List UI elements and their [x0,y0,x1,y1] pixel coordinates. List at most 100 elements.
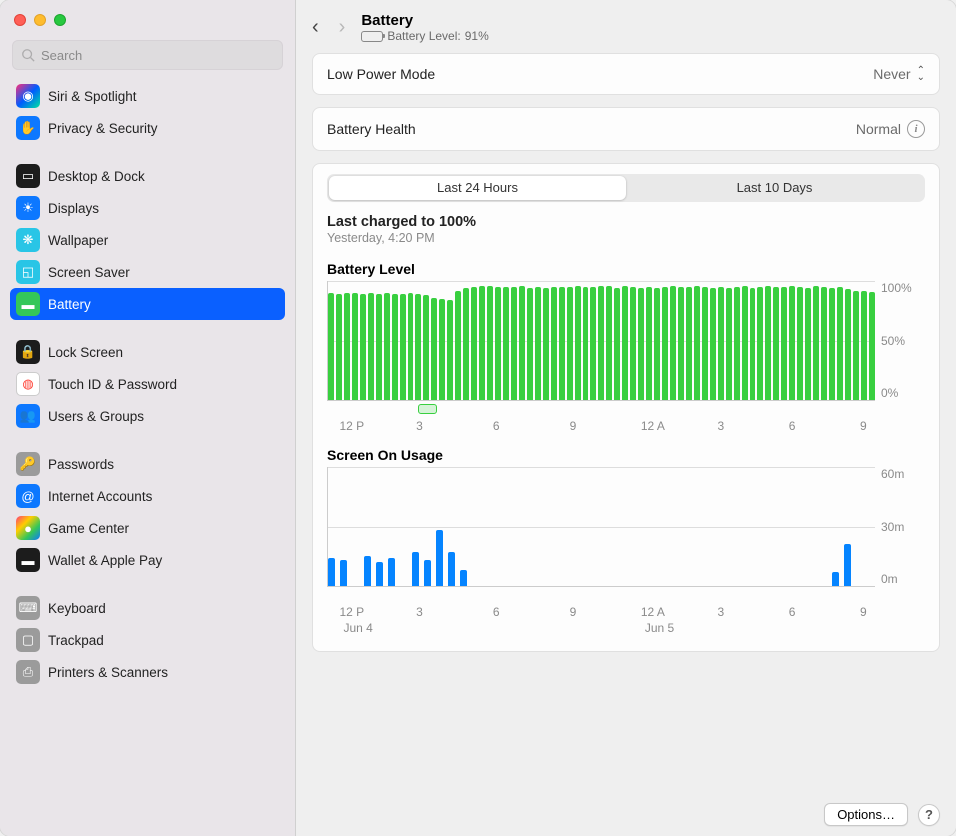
battery-bar [415,294,421,400]
fullscreen-button[interactable] [54,14,66,26]
sidebar-item-battery[interactable]: ▬Battery [10,288,285,320]
battery-bar [813,286,819,400]
battery-level-chart: 100%50%0% 12 P36912 A369 [327,281,875,419]
low-power-label: Low Power Mode [327,66,435,82]
topbar: ‹ › Battery Battery Level: 91% [296,0,956,53]
battery-bar [567,287,573,400]
info-icon[interactable]: i [907,120,925,138]
sidebar: ◉Siri & Spotlight✋Privacy & Security ▭Des… [0,0,296,836]
battery-bar [805,288,811,400]
close-button[interactable] [14,14,26,26]
battery-bar [757,287,763,400]
sidebar-item-game-center[interactable]: ●Game Center [10,512,285,544]
sidebar-item-displays[interactable]: ☀Displays [10,192,285,224]
minimize-button[interactable] [34,14,46,26]
battery-bar [479,286,485,400]
forward-button[interactable]: › [339,16,346,39]
battery-bar [829,288,835,400]
battery-bar [583,287,589,400]
battery-bar [376,294,382,400]
sidebar-icon: ▢ [16,628,40,652]
sidebar-item-label: Wallpaper [48,233,108,248]
sidebar-item-keyboard[interactable]: ⌨Keyboard [10,592,285,624]
page-subtitle: Battery Level: 91% [361,29,488,43]
sidebar-list: ◉Siri & Spotlight✋Privacy & Security ▭Des… [0,80,295,836]
sidebar-item-touch-id-password[interactable]: ◍Touch ID & Password [10,368,285,400]
search-input[interactable] [41,48,274,63]
battery-bar [837,287,843,400]
battery-bar [447,300,453,400]
sidebar-item-privacy-security[interactable]: ✋Privacy & Security [10,112,285,144]
sidebar-item-lock-screen[interactable]: 🔒Lock Screen [10,336,285,368]
search-field[interactable] [12,40,283,70]
sidebar-item-desktop-dock[interactable]: ▭Desktop & Dock [10,160,285,192]
battery-bar [646,287,652,400]
battery-health-label: Battery Health [327,121,416,137]
battery-bar [638,288,644,400]
sidebar-icon: ◍ [16,372,40,396]
sidebar-icon: ◉ [16,84,40,108]
sidebar-item-label: Desktop & Dock [48,169,145,184]
options-button[interactable]: Options… [824,803,908,826]
battery-bar [750,288,756,400]
help-button[interactable]: ? [918,804,940,826]
battery-bar [710,288,716,400]
usage-bar [412,552,419,586]
battery-bar [400,294,406,400]
battery-bar [559,287,565,400]
tab-24-hours[interactable]: Last 24 Hours [329,176,626,200]
low-power-mode-row[interactable]: Low Power Mode Never ⌃⌄ [313,54,939,94]
sidebar-item-wallet-apple-pay[interactable]: ▬Wallet & Apple Pay [10,544,285,576]
sidebar-item-siri-spotlight[interactable]: ◉Siri & Spotlight [10,80,285,112]
sidebar-item-label: Passwords [48,457,114,472]
battery-bar [352,293,358,400]
battery-health-row[interactable]: Battery Health Normal i [313,108,939,150]
usage-bar [436,530,443,586]
battery-bar [551,287,557,400]
usage-bar [448,552,455,586]
sidebar-item-label: Game Center [48,521,129,536]
sidebar-item-trackpad[interactable]: ▢Trackpad [10,624,285,656]
charging-indicator [418,404,437,414]
battery-bar [606,286,612,400]
battery-bar [527,288,533,400]
charts-card: Last 24 Hours Last 10 Days Last charged … [312,163,940,652]
sidebar-item-label: Battery [48,297,91,312]
battery-bar [670,286,676,400]
battery-bar [742,286,748,400]
sidebar-item-internet-accounts[interactable]: @Internet Accounts [10,480,285,512]
last-charged-info: Last charged to 100% Yesterday, 4:20 PM [327,214,925,245]
tab-10-days[interactable]: Last 10 Days [626,176,923,200]
low-power-value: Never [873,66,910,82]
battery-bar [662,287,668,400]
usage-bar [340,560,347,586]
battery-level-title: Battery Level [327,261,925,277]
battery-bar [686,287,692,400]
battery-bar [702,287,708,400]
sidebar-item-screen-saver[interactable]: ◱Screen Saver [10,256,285,288]
sidebar-icon: ⌨ [16,596,40,620]
battery-bar [360,294,366,400]
sidebar-item-passwords[interactable]: 🔑 Passwords [10,448,285,480]
battery-bar [845,289,851,400]
battery-bar [789,286,795,400]
back-button[interactable]: ‹ [312,16,319,39]
sidebar-item-label: Privacy & Security [48,121,158,136]
sidebar-item-label: Lock Screen [48,345,123,360]
battery-bar [463,288,469,400]
usage-bar [376,562,383,586]
battery-bar [336,294,342,400]
battery-bar [471,287,477,400]
sidebar-icon: ⎙ [16,660,40,684]
sidebar-item-wallpaper[interactable]: ❋Wallpaper [10,224,285,256]
usage-bar [328,558,335,586]
sidebar-item-users-groups[interactable]: 👥Users & Groups [10,400,285,432]
sidebar-item-printers-scanners[interactable]: ⎙Printers & Scanners [10,656,285,688]
battery-bar [781,287,787,400]
sidebar-icon: 🔑 [16,452,40,476]
battery-bar [861,291,867,400]
battery-bar [328,293,334,400]
battery-bar [368,293,374,400]
settings-window: ◉Siri & Spotlight✋Privacy & Security ▭Des… [0,0,956,836]
sidebar-icon: @ [16,484,40,508]
